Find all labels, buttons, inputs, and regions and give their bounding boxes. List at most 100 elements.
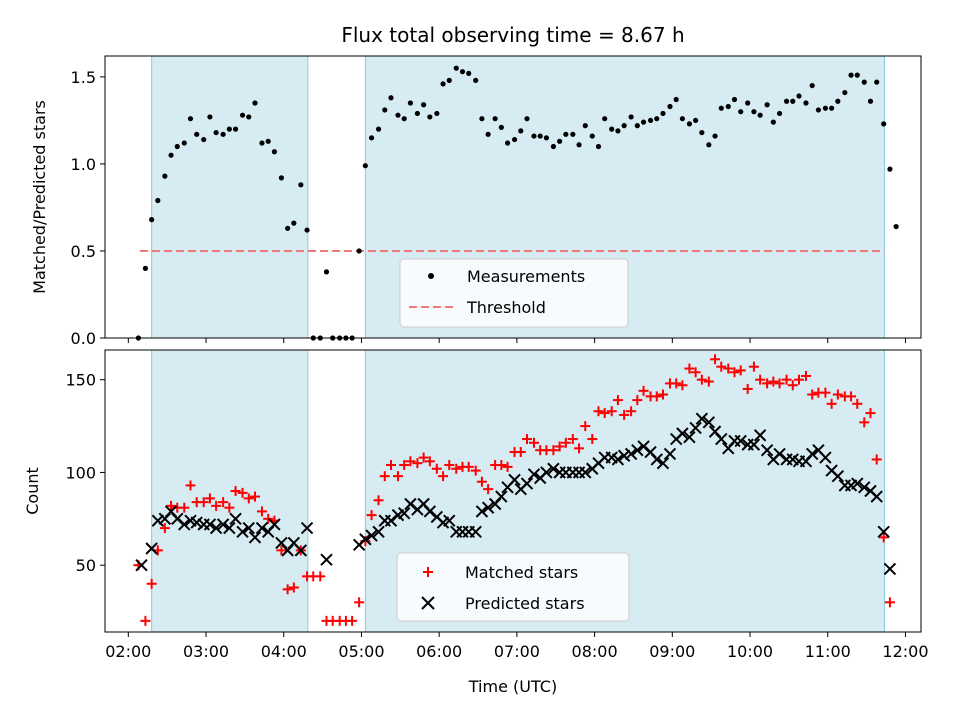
matched-star-point	[548, 445, 559, 456]
bottom-y-ticks: 50 100 150	[65, 371, 105, 575]
measurement-point	[226, 126, 232, 132]
measurement-point	[861, 79, 867, 85]
matched-star-point	[696, 374, 707, 385]
predicted-stars-points	[135, 412, 897, 576]
measurement-point	[848, 72, 854, 78]
measurement-point	[265, 138, 271, 144]
measurement-point	[706, 142, 712, 148]
measurement-point	[634, 123, 640, 129]
measurement-point	[201, 136, 207, 143]
matched-star-point	[521, 434, 532, 445]
top-y-axis-label: Matched/Predicted stars	[30, 100, 49, 294]
measurement-point	[446, 77, 452, 83]
matched-star-point	[807, 389, 818, 400]
measurement-point	[162, 173, 168, 179]
matched-star-point	[288, 582, 299, 593]
predicted-star-point	[300, 521, 314, 535]
matched-star-point	[463, 461, 474, 472]
matched-star-point	[276, 545, 287, 556]
measurement-point	[220, 131, 226, 137]
matched-star-point	[418, 452, 429, 463]
predicted-star-point	[171, 512, 184, 526]
matched-star-point	[218, 497, 229, 508]
predicted-star-point	[508, 473, 521, 487]
matched-star-point	[651, 391, 662, 402]
predicted-star-point	[359, 533, 372, 546]
measurement-point	[615, 128, 621, 134]
predicted-star-point	[540, 466, 553, 479]
measurement-point	[421, 102, 427, 108]
measurement-point	[699, 129, 705, 136]
measurement-point	[466, 70, 472, 77]
matched-stars-points	[133, 354, 895, 626]
measurement-point	[375, 126, 382, 132]
predicted-star-point	[294, 544, 308, 557]
matched-star-point	[852, 398, 863, 409]
measurement-point	[557, 138, 563, 144]
x-tick-label: 11:00	[805, 642, 851, 661]
predicted-star-point	[624, 447, 638, 461]
bottom-legend: Matched stars Predicted stars	[396, 552, 630, 622]
predicted-star-point	[715, 432, 728, 446]
measurement-point	[427, 114, 433, 120]
measurement-point	[867, 98, 874, 104]
matched-star-point	[787, 380, 798, 391]
measurement-point	[563, 131, 569, 137]
measurement-point	[576, 142, 582, 148]
measurement-point	[803, 100, 809, 106]
predicted-star-point	[209, 521, 223, 535]
matched-star-point	[567, 434, 578, 445]
measurement-point	[595, 143, 602, 150]
measurement-point	[693, 117, 699, 124]
x-tick-label: 05:00	[338, 642, 384, 661]
measurement-point	[207, 114, 213, 120]
matched-star-point	[884, 597, 895, 608]
top-y-tick-label: 1.0	[71, 155, 96, 174]
predicted-star-point	[579, 466, 592, 479]
predicted-star-point	[443, 514, 456, 527]
measurement-point	[796, 93, 802, 99]
predicted-star-point	[404, 497, 417, 511]
predicted-star-point	[631, 443, 644, 457]
measurement-point	[246, 114, 252, 120]
matched-star-point	[606, 406, 617, 417]
measurement-point	[647, 117, 654, 124]
matched-star-point	[774, 378, 785, 389]
matched-star-point	[476, 476, 487, 487]
measurement-point	[550, 143, 557, 150]
matched-star-point	[444, 460, 455, 471]
matched-star-point	[451, 463, 462, 474]
measurement-point	[829, 105, 835, 111]
predicted-star-point	[663, 447, 677, 461]
bottom-legend-box	[396, 552, 630, 622]
matched-star-point	[502, 461, 513, 472]
measurement-point	[181, 140, 187, 146]
matched-star-point	[871, 454, 882, 465]
top-x-ticks	[127, 338, 906, 343]
matched-star-point	[140, 615, 151, 626]
measurement-point	[809, 82, 815, 89]
matched-star-point	[237, 487, 248, 498]
legend-predicted-marker	[421, 596, 435, 610]
matched-star-point	[762, 378, 773, 389]
measurement-point	[174, 143, 180, 150]
predicted-star-point	[695, 412, 709, 425]
legend-measurement-marker	[428, 273, 434, 279]
measurement-point	[388, 95, 394, 101]
measurement-point	[543, 135, 550, 141]
predicted-star-point	[527, 468, 541, 481]
measurement-point	[239, 112, 246, 118]
top-y-tick-label: 1.5	[71, 68, 96, 87]
predicted-star-point	[190, 516, 203, 529]
measurement-point	[504, 140, 511, 146]
predicted-star-point	[877, 525, 890, 539]
matched-star-point	[626, 406, 637, 417]
predicted-star-point	[384, 514, 398, 527]
measurement-point	[194, 131, 200, 137]
matched-star-point	[768, 376, 779, 387]
matched-star-point	[438, 471, 449, 482]
measurement-point	[874, 79, 880, 85]
predicted-star-point	[469, 525, 482, 539]
matched-star-point	[677, 380, 688, 391]
